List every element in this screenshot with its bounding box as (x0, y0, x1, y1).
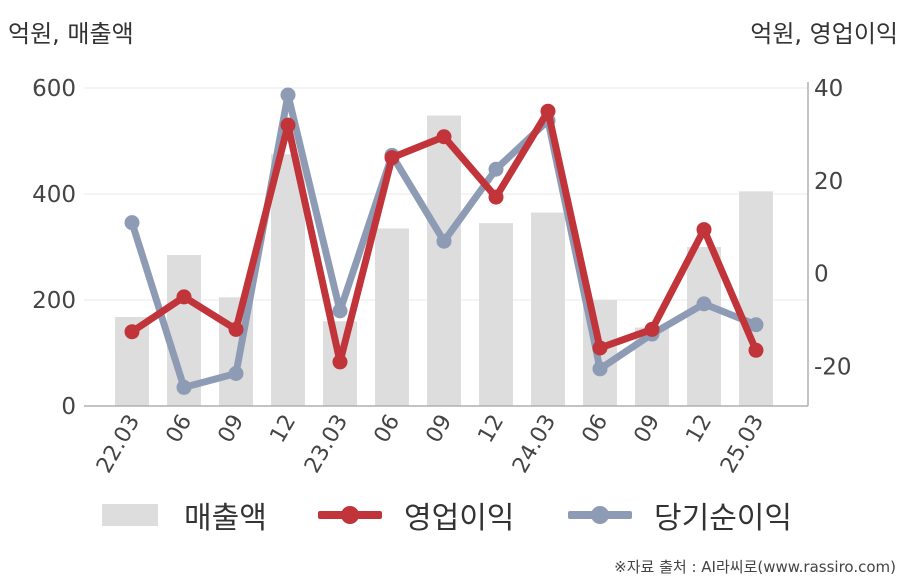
legend-swatch-operating-profit (318, 503, 382, 527)
point-operating-profit (488, 189, 504, 205)
x-tick-label: 06 (162, 411, 198, 448)
point-net-income (280, 87, 296, 103)
right-tick-label: 0 (814, 262, 829, 288)
right-tick-label: 40 (814, 76, 843, 102)
left-tick-label: 0 (61, 394, 76, 420)
x-tick-label: 23.03 (300, 411, 353, 478)
right-tick-label: -20 (814, 355, 852, 381)
legend-swatch-net-income (568, 503, 632, 527)
point-net-income (748, 317, 764, 333)
right-tick-label: 20 (814, 169, 843, 195)
x-tick-label: 09 (214, 411, 250, 448)
legend-item-revenue: 매출액 (102, 492, 267, 538)
point-net-income (176, 379, 192, 395)
point-net-income (592, 361, 608, 377)
x-tick-label: 24.03 (508, 411, 561, 478)
point-operating-profit (124, 324, 140, 340)
x-tick-label: 12 (474, 411, 510, 448)
bar-revenue (271, 154, 305, 406)
point-operating-profit (748, 342, 764, 358)
lines (124, 87, 764, 395)
point-net-income (696, 296, 712, 312)
point-operating-profit (384, 150, 400, 166)
bar-revenue (479, 223, 513, 406)
point-net-income (228, 366, 244, 382)
legend-swatch-revenue (102, 504, 158, 526)
bar-revenue (687, 247, 721, 406)
left-tick-label: 400 (32, 182, 76, 208)
legend-label-revenue: 매출액 (184, 501, 267, 536)
bar-revenue (531, 212, 565, 406)
x-tick-label: 06 (370, 411, 406, 448)
x-tick-label: 09 (422, 411, 458, 448)
x-tick-label: 22.03 (92, 411, 145, 478)
point-net-income (124, 215, 140, 231)
point-operating-profit (644, 321, 660, 337)
source-note: ※자료 출처 : AI라씨로(www.rassiro.com) (614, 558, 896, 576)
legend: 매출액 영업이익 당기순이익 (0, 492, 908, 538)
point-net-income (488, 161, 504, 177)
point-operating-profit (696, 222, 712, 238)
point-operating-profit (228, 321, 244, 337)
right-axis-unit-label: 억원, 영업이익 (750, 20, 898, 48)
point-operating-profit (332, 354, 348, 370)
bar-revenue (427, 115, 461, 406)
x-tick-label: 09 (630, 411, 666, 448)
revenue-bars (115, 115, 773, 406)
legend-label-net-income: 당기순이익 (654, 501, 792, 536)
left-axis-unit-label: 억원, 매출액 (8, 20, 134, 48)
point-net-income (332, 303, 348, 319)
x-tick-label: 06 (578, 411, 614, 448)
point-net-income (436, 233, 452, 249)
point-operating-profit (436, 129, 452, 145)
x-tick-label: 12 (682, 411, 718, 448)
legend-item-operating-profit: 영업이익 (318, 492, 514, 538)
point-operating-profit (592, 340, 608, 356)
axes (84, 82, 809, 407)
bar-revenue (739, 191, 773, 406)
x-tick-label: 25.03 (716, 411, 769, 478)
legend-item-net-income: 당기순이익 (568, 492, 792, 538)
left-tick-label: 600 (32, 76, 76, 102)
left-tick-label: 200 (32, 288, 76, 314)
legend-label-operating-profit: 영업이익 (404, 501, 515, 536)
x-tick-label: 12 (266, 411, 302, 448)
point-operating-profit (280, 117, 296, 133)
point-operating-profit (176, 289, 192, 305)
point-operating-profit (540, 103, 556, 119)
bar-revenue (375, 228, 409, 406)
